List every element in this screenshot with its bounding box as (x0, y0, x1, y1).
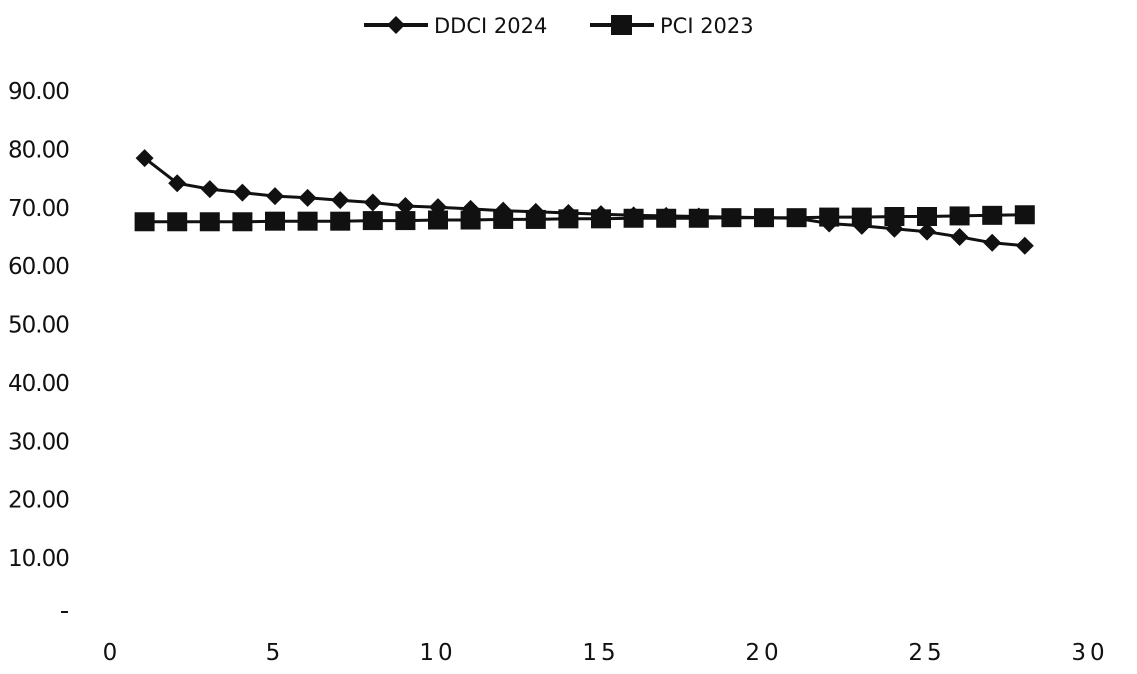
y-tick-label: 20.00 (8, 488, 69, 514)
y-tick-label: 70.00 (8, 196, 69, 222)
y-axis-tick-labels: 10.00 20.00 30.00 40.00 50.00 60.00 70.00 80.00… (8, 79, 70, 613)
data-point-diamond (363, 193, 382, 212)
series-line (143, 156, 1025, 248)
legend-item-pci-2023: PCI 2023 (590, 14, 754, 38)
data-point-diamond (266, 187, 284, 206)
data-point-square (819, 207, 840, 227)
y-tick-label: 90.00 (8, 79, 69, 105)
x-tick-label: 5 (266, 640, 285, 666)
data-point-square (754, 208, 774, 228)
data-point-square (265, 211, 285, 231)
x-tick-label: 25 (908, 640, 945, 666)
legend-label-ddci-2024: DDCI 2024 (434, 14, 547, 38)
y-tick-label: 60.00 (8, 254, 69, 280)
data-point-square (623, 208, 644, 228)
data-point-square (362, 211, 383, 231)
data-point-diamond (1015, 236, 1034, 255)
data-point-diamond (950, 227, 969, 246)
x-axis-tick-labels: 0 5 10 15 20 25 30 (103, 640, 1108, 666)
data-point-square (199, 212, 220, 232)
legend-square-marker (611, 15, 632, 35)
data-point-square (297, 211, 318, 231)
x-tick-label: 15 (582, 640, 619, 666)
series-pci-2023 (134, 205, 1035, 232)
data-point-square (688, 208, 709, 228)
x-tick-label: 0 (103, 640, 122, 666)
data-point-diamond (200, 180, 219, 199)
y-tick-label: 80.00 (8, 137, 69, 163)
x-tick-label: 10 (419, 640, 456, 666)
series-line (144, 213, 1025, 224)
data-point-square (134, 212, 155, 232)
data-point-square (330, 211, 351, 231)
data-point-square (786, 208, 807, 228)
data-point-square (917, 207, 937, 227)
data-point-square (167, 212, 188, 232)
data-point-square (525, 209, 546, 229)
data-point-square (884, 207, 905, 227)
y-tick-label: 10.00 (8, 546, 69, 572)
y-tick-label: 40.00 (8, 371, 69, 397)
data-point-square (949, 206, 970, 226)
data-point-square (1014, 205, 1035, 225)
legend: DDCI 2024 PCI 2023 (364, 14, 754, 38)
data-point-diamond (233, 183, 252, 202)
y-tick-label: 30.00 (8, 429, 69, 455)
data-point-diamond (135, 149, 154, 168)
data-point-square (721, 208, 742, 228)
data-point-square (851, 207, 872, 227)
series-layer (134, 149, 1035, 255)
data-point-square (493, 209, 514, 229)
data-point-square (428, 210, 448, 230)
data-point-square (395, 211, 416, 231)
data-point-square (232, 212, 253, 232)
series-ddci-2024 (135, 149, 1034, 255)
x-tick-label: 30 (1071, 640, 1108, 666)
y-tick-label: 50.00 (8, 313, 69, 339)
x-tick-label: 20 (745, 640, 782, 666)
data-point-diamond (168, 174, 187, 193)
legend-diamond-marker (387, 16, 405, 34)
data-point-diamond (298, 188, 317, 207)
data-point-diamond (396, 196, 415, 215)
data-point-square (982, 205, 1003, 225)
data-point-square (558, 209, 579, 229)
data-point-diamond (983, 233, 1002, 252)
data-point-square (591, 209, 611, 229)
data-point-square (460, 210, 481, 230)
data-point-diamond (331, 191, 350, 210)
legend-label-pci-2023: PCI 2023 (660, 14, 754, 38)
data-point-diamond (918, 222, 936, 241)
legend-item-ddci-2024: DDCI 2024 (364, 14, 547, 38)
data-point-square (656, 208, 677, 228)
